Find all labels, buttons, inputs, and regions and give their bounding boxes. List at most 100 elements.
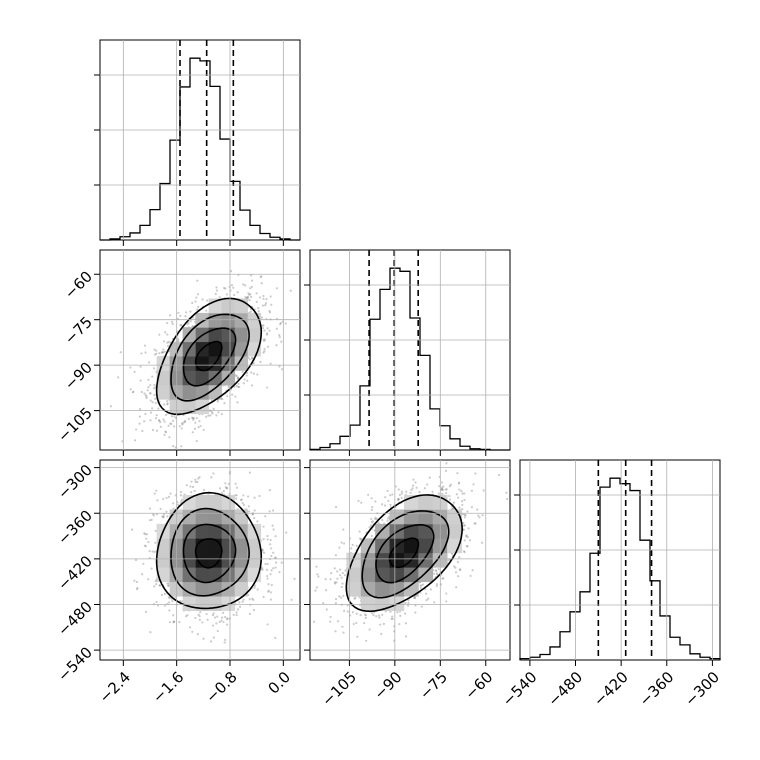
scatter-point <box>161 516 164 519</box>
scatter-point <box>194 616 197 620</box>
y-tick-label: −90 <box>61 358 96 393</box>
scatter-point <box>463 513 466 516</box>
scatter-point <box>242 503 246 507</box>
scatter-point <box>255 292 258 295</box>
scatter-point <box>260 275 263 278</box>
scatter-point <box>180 445 183 448</box>
scatter-point <box>440 488 443 491</box>
scatter-point <box>172 621 175 624</box>
scatter-point <box>188 626 192 629</box>
scatter-point <box>177 339 180 342</box>
scatter-point <box>135 580 139 584</box>
scatter-point <box>195 417 198 420</box>
scatter-point <box>358 530 361 533</box>
scatter-point <box>153 348 156 351</box>
scatter-point <box>433 601 436 604</box>
scatter-point <box>270 569 273 572</box>
scatter-point <box>144 610 148 613</box>
scatter-point <box>146 389 149 392</box>
scatter-point <box>187 417 190 420</box>
scatter-point <box>252 608 256 612</box>
scatter-point <box>150 567 153 570</box>
scatter-point <box>263 347 266 350</box>
scatter-point <box>220 412 223 416</box>
scatter-point <box>325 589 328 592</box>
scatter-point <box>172 507 175 510</box>
scatter-point <box>199 424 202 428</box>
contours <box>155 491 263 610</box>
scatter-point <box>266 327 269 330</box>
scatter-point <box>161 515 164 518</box>
scatter-point <box>263 551 266 554</box>
scatter-point <box>235 374 238 378</box>
scatter-point <box>210 411 214 414</box>
contour-line-2 <box>170 313 250 402</box>
scatter-point <box>238 605 242 608</box>
scatter-point <box>206 299 209 302</box>
scatter-point <box>142 562 145 565</box>
scatter-point <box>387 499 390 502</box>
scatter-point <box>456 472 459 475</box>
scatter-point <box>334 582 337 585</box>
x-tick-label: −0.8 <box>202 668 240 706</box>
density-cell <box>208 384 223 400</box>
scatter-point <box>266 534 269 538</box>
scatter-point <box>235 494 238 497</box>
scatter-point <box>264 302 268 305</box>
density-cells <box>156 298 262 415</box>
y-tick-label: −480 <box>54 598 96 640</box>
scatter-point <box>400 490 403 493</box>
scatter-point <box>151 550 154 553</box>
scatter-point <box>193 489 196 493</box>
scatter-point <box>316 573 319 576</box>
density-cell <box>208 370 223 386</box>
scatter-point <box>269 573 272 576</box>
x-tick-label: −1.6 <box>149 668 187 706</box>
scatter-point <box>261 548 264 551</box>
scatter-point <box>220 616 224 619</box>
density-cell <box>247 327 262 343</box>
scatter-point <box>174 596 177 599</box>
scatter-point <box>143 392 146 395</box>
scatter-point <box>342 528 345 531</box>
joint-content <box>109 269 292 449</box>
scatter-point <box>235 497 238 500</box>
scatter-point <box>266 386 269 389</box>
scatter-point <box>171 419 175 423</box>
scatter-point <box>255 300 258 303</box>
scatter-point <box>274 636 277 639</box>
scatter-point <box>218 620 221 623</box>
scatter-point <box>190 491 193 494</box>
scatter-point <box>191 485 195 489</box>
scatter-point <box>245 372 249 375</box>
scatter-point <box>281 368 284 371</box>
scatter-point <box>261 548 264 552</box>
scatter-point <box>275 344 278 347</box>
scatter-point <box>268 311 272 314</box>
scatter-point <box>153 393 156 397</box>
scatter-point <box>226 617 229 620</box>
histogram-step <box>519 477 721 660</box>
scatter-point <box>343 542 346 545</box>
scatter-point <box>270 547 273 550</box>
scatter-point <box>235 613 238 617</box>
scatter-point <box>356 635 359 638</box>
scatter-point <box>435 570 438 573</box>
scatter-point <box>250 356 254 359</box>
scatter-point <box>249 310 252 313</box>
scatter-point <box>386 489 389 493</box>
scatter-point <box>241 370 244 374</box>
scatter-point <box>171 599 174 603</box>
scatter-point <box>263 329 266 332</box>
scatter-point <box>158 584 161 587</box>
scatter-point <box>135 588 139 591</box>
scatter-point <box>223 286 226 290</box>
scatter-point <box>284 322 287 325</box>
scatter-point <box>154 529 157 532</box>
scatter-point <box>448 484 452 488</box>
scatter-point <box>264 515 267 518</box>
scatter-point <box>198 615 201 618</box>
scatter-point <box>267 583 270 586</box>
scatter-point <box>481 514 484 517</box>
scatter-point <box>262 324 265 327</box>
